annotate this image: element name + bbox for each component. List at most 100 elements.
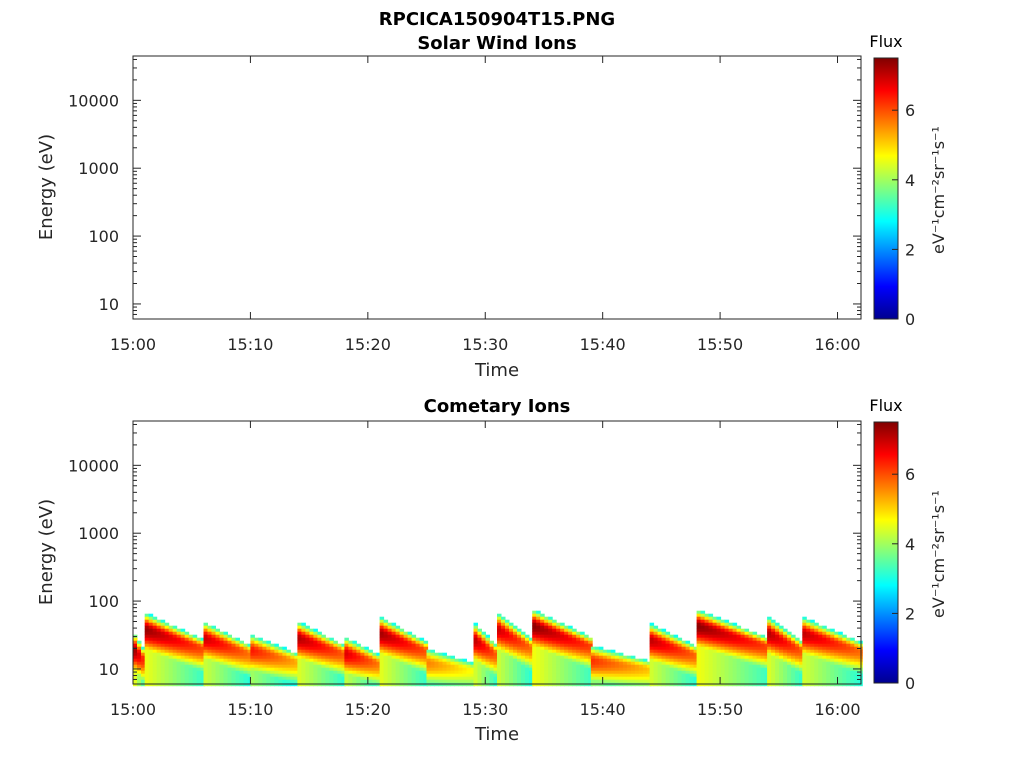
- flux-cell: [673, 649, 679, 654]
- flux-cell: [775, 649, 780, 654]
- flux-cell: [795, 643, 800, 648]
- flux-cell: [752, 658, 758, 663]
- flux-cell: [321, 658, 326, 663]
- flux-cell: [148, 658, 154, 663]
- flux-cell: [243, 643, 248, 648]
- flux-cell: [454, 673, 459, 678]
- flux-cell: [532, 673, 537, 678]
- flux-cell: [247, 670, 252, 675]
- flux-cell: [364, 661, 369, 666]
- flux-cell: [720, 649, 726, 654]
- flux-cell: [818, 631, 823, 636]
- flux-cell: [653, 670, 659, 675]
- flux-cell: [681, 652, 687, 657]
- flux-cell: [834, 646, 839, 651]
- flux-cell: [137, 649, 142, 654]
- flux-cell: [399, 649, 405, 654]
- flux-cell: [305, 640, 310, 645]
- flux-cell: [192, 649, 198, 654]
- x-tick-label: 15:30: [462, 700, 508, 719]
- flux-cell: [509, 622, 514, 627]
- flux-cell: [309, 646, 314, 651]
- flux-cell: [297, 625, 302, 630]
- flux-cell: [203, 637, 208, 642]
- flux-cell: [771, 664, 776, 669]
- flux-cell: [379, 616, 385, 621]
- flux-cell: [610, 679, 616, 684]
- flux-cell: [211, 640, 216, 645]
- flux-cell: [657, 634, 663, 639]
- flux-cell: [290, 655, 295, 660]
- flux-cell: [415, 643, 421, 648]
- flux-cell: [446, 667, 451, 672]
- flux-cell: [756, 670, 762, 675]
- flux-cell: [192, 670, 198, 675]
- flux-cell: [732, 673, 738, 678]
- flux-cell: [536, 643, 541, 648]
- flux-cell: [764, 640, 770, 645]
- flux-cell: [301, 625, 306, 630]
- flux-cell: [403, 661, 409, 666]
- flux-cell: [525, 658, 530, 663]
- flux-cell: [846, 664, 851, 669]
- flux-cell: [568, 643, 573, 648]
- flux-cell: [172, 640, 178, 645]
- colorbar-gradient: [873, 421, 899, 684]
- flux-cell: [814, 631, 819, 636]
- flux-cell: [787, 679, 792, 684]
- flux-cell: [544, 640, 549, 645]
- flux-cell: [556, 661, 561, 666]
- flux-cell: [454, 676, 459, 681]
- flux-cell: [360, 646, 365, 651]
- flux-cell: [564, 661, 569, 666]
- flux-cell: [681, 673, 687, 678]
- flux-cell: [724, 658, 730, 663]
- flux-cell: [704, 643, 710, 648]
- flux-cell: [700, 643, 706, 648]
- flux-cell: [517, 670, 522, 675]
- flux-cell: [834, 658, 839, 663]
- flux-cell: [838, 661, 843, 666]
- flux-cell: [168, 646, 174, 651]
- flux-cell: [215, 637, 220, 642]
- flux-cell: [250, 634, 255, 639]
- flux-cell: [568, 670, 573, 675]
- flux-cell: [368, 652, 373, 657]
- flux-cell: [368, 667, 373, 672]
- flux-cell: [239, 670, 244, 675]
- flux-cell: [665, 646, 671, 651]
- flux-cell: [344, 679, 349, 684]
- flux-cell: [423, 652, 429, 657]
- flux-cell: [653, 643, 659, 648]
- flux-cell: [580, 640, 585, 645]
- flux-cell: [160, 676, 166, 681]
- flux-cell: [704, 649, 710, 654]
- flux-cell: [854, 676, 859, 681]
- flux-cell: [360, 661, 365, 666]
- flux-cell: [834, 637, 839, 642]
- flux-cell: [791, 655, 796, 660]
- flux-cell: [748, 658, 754, 663]
- flux-cell: [779, 658, 784, 663]
- flux-cell: [356, 664, 361, 669]
- flux-cell: [368, 670, 373, 675]
- flux-cell: [630, 664, 636, 669]
- flux-cell: [383, 628, 389, 633]
- flux-cell: [501, 643, 506, 648]
- flux-cell: [806, 640, 811, 645]
- flux-cell: [305, 625, 310, 630]
- flux-cell: [137, 652, 142, 657]
- flux-cell: [677, 670, 683, 675]
- flux-cell: [661, 658, 667, 663]
- flux-cell: [854, 673, 859, 678]
- flux-cell: [696, 616, 702, 621]
- flux-cell: [638, 676, 644, 681]
- flux-cell: [791, 679, 796, 684]
- flux-cell: [552, 655, 557, 660]
- flux-cell: [266, 670, 271, 675]
- flux-cell: [156, 661, 162, 666]
- flux-cell: [696, 613, 702, 618]
- flux-cell: [771, 631, 776, 636]
- flux-cell: [576, 679, 581, 684]
